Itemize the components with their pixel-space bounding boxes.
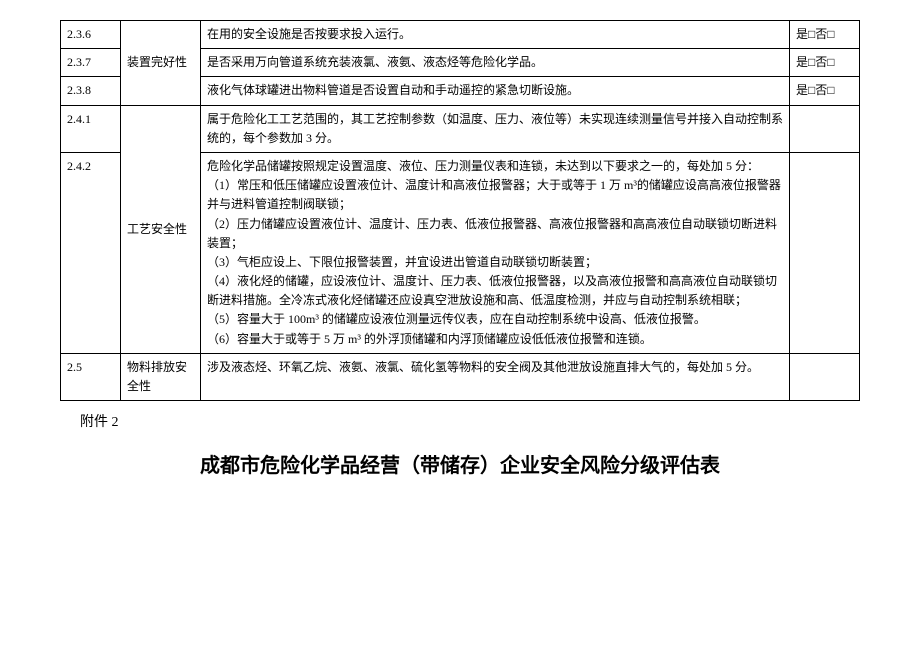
- table-row: 2.5 物料排放安全性 涉及液态烃、环氧乙烷、液氨、液氯、硫化氢等物料的安全阀及…: [61, 353, 860, 400]
- row-description: 在用的安全设施是否按要求投入运行。: [201, 21, 790, 49]
- row-description: 是否采用万向管道系统充装液氯、液氨、液态烃等危险化学品。: [201, 49, 790, 77]
- row-check: 是□否□: [790, 21, 860, 49]
- row-check: 是□否□: [790, 77, 860, 105]
- row-description: 属于危险化工工艺范围的，其工艺控制参数（如温度、压力、液位等）未实现连续测量信号…: [201, 105, 790, 152]
- row-number: 2.3.7: [61, 49, 121, 77]
- row-check: [790, 152, 860, 353]
- row-category: 物料排放安全性: [121, 353, 201, 400]
- row-description: 涉及液态烃、环氧乙烷、液氨、液氯、硫化氢等物料的安全阀及其他泄放设施直排大气的，…: [201, 353, 790, 400]
- row-check: [790, 353, 860, 400]
- row-number: 2.3.8: [61, 77, 121, 105]
- attachment-label: 附件 2: [80, 411, 860, 431]
- assessment-table: 2.3.6 装置完好性 在用的安全设施是否按要求投入运行。 是□否□ 2.3.7…: [60, 20, 860, 401]
- row-check: 是□否□: [790, 49, 860, 77]
- table-row: 2.4.1 工艺安全性 属于危险化工工艺范围的，其工艺控制参数（如温度、压力、液…: [61, 105, 860, 152]
- row-category: 装置完好性: [121, 21, 201, 106]
- row-category: 工艺安全性: [121, 105, 201, 353]
- row-number: 2.4.1: [61, 105, 121, 152]
- table-row: 2.3.6 装置完好性 在用的安全设施是否按要求投入运行。 是□否□: [61, 21, 860, 49]
- row-description: 液化气体球罐进出物料管道是否设置自动和手动遥控的紧急切断设施。: [201, 77, 790, 105]
- row-number: 2.3.6: [61, 21, 121, 49]
- row-number: 2.5: [61, 353, 121, 400]
- row-check: [790, 105, 860, 152]
- row-description: 危险化学品储罐按照规定设置温度、液位、压力测量仪表和连锁，未达到以下要求之一的，…: [201, 152, 790, 353]
- row-number: 2.4.2: [61, 152, 121, 353]
- page-title: 成都市危险化学品经营（带储存）企业安全风险分级评估表: [60, 449, 860, 478]
